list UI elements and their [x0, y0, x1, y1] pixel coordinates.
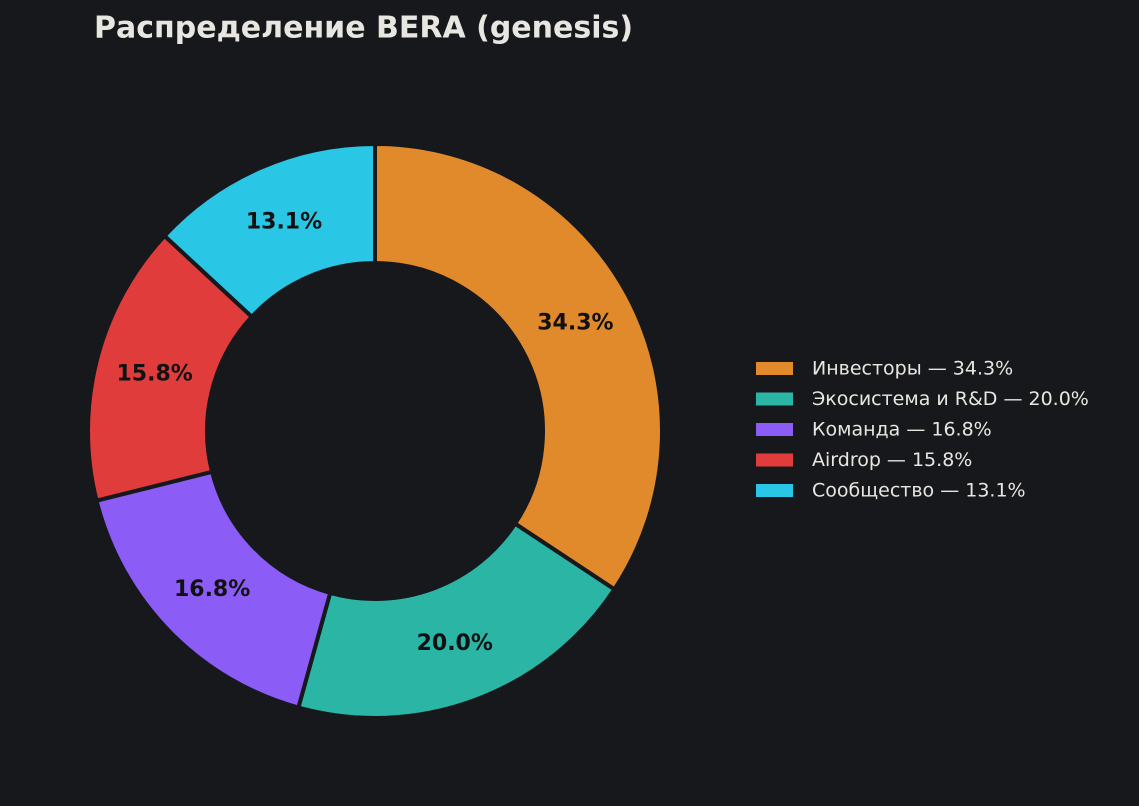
donut-slice [86, 233, 255, 504]
value-label: 15.8% [116, 361, 192, 386]
chart-title: Распределение BERA (genesis) [94, 11, 633, 46]
legend-label: Инвесторы — 34.3% [812, 358, 1013, 380]
legend-swatch [756, 392, 793, 406]
value-label: 34.3% [537, 310, 613, 335]
donut-slice [295, 520, 618, 720]
donut-slice [161, 141, 377, 320]
legend-swatch [756, 362, 793, 375]
value-label: 16.8% [174, 577, 250, 602]
value-label: 20.0% [417, 631, 493, 656]
legend-label: Команда — 16.8% [812, 419, 992, 441]
legend-label: Сообщество — 13.1% [812, 480, 1026, 502]
donut-slice [94, 469, 333, 711]
legend-swatch [756, 484, 793, 497]
value-label: 13.1% [246, 209, 322, 234]
legend-swatch [756, 453, 793, 467]
legend-label: Экосистема и R&D — 20.0% [812, 388, 1089, 410]
donut-slice [373, 141, 664, 593]
legend-swatch [756, 423, 793, 436]
legend-label: Airdrop — 15.8% [812, 449, 972, 471]
